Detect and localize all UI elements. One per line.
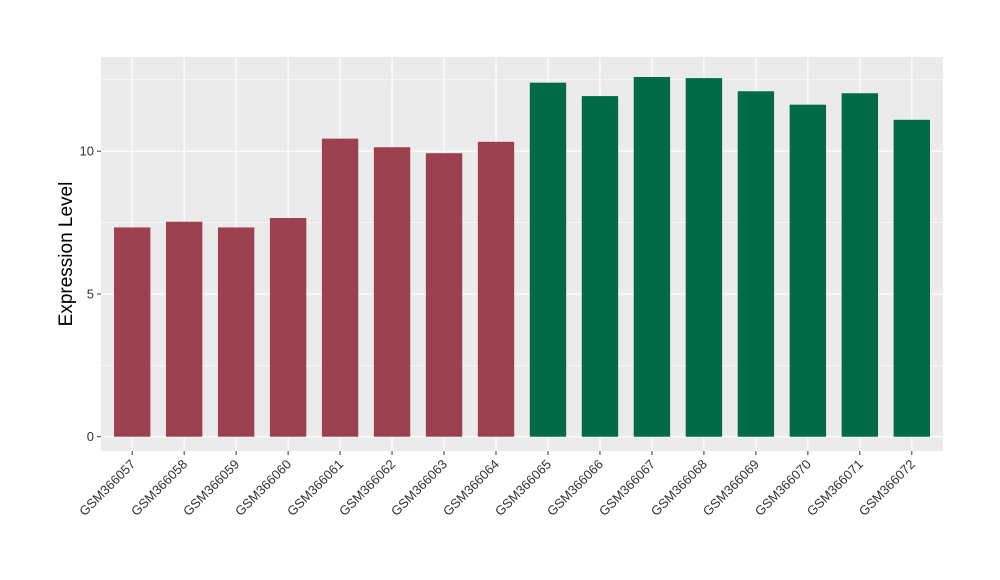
bar xyxy=(789,104,827,437)
bar xyxy=(893,119,931,437)
y-tick-label: 10 xyxy=(80,144,94,159)
bar xyxy=(477,141,515,437)
bar xyxy=(373,147,411,437)
bar xyxy=(165,221,203,437)
bar xyxy=(269,218,307,437)
bar xyxy=(633,76,671,437)
bar xyxy=(113,227,151,437)
bar xyxy=(685,78,723,437)
bar xyxy=(581,96,619,437)
bar xyxy=(841,93,879,437)
bar xyxy=(737,91,775,437)
x-axis: GSM366057GSM366058GSM366059GSM366060GSM3… xyxy=(76,451,918,519)
bars xyxy=(113,76,931,437)
bar xyxy=(529,82,567,437)
bar xyxy=(425,153,463,437)
y-axis-title: Expression Level xyxy=(56,182,77,327)
x-tick-label: GSM366072 xyxy=(856,457,918,519)
bar xyxy=(217,227,255,437)
y-tick-label: 0 xyxy=(87,429,94,444)
bar xyxy=(321,138,359,437)
y-axis: 0 5 10 xyxy=(80,144,101,444)
y-tick-label: 5 xyxy=(87,286,94,301)
